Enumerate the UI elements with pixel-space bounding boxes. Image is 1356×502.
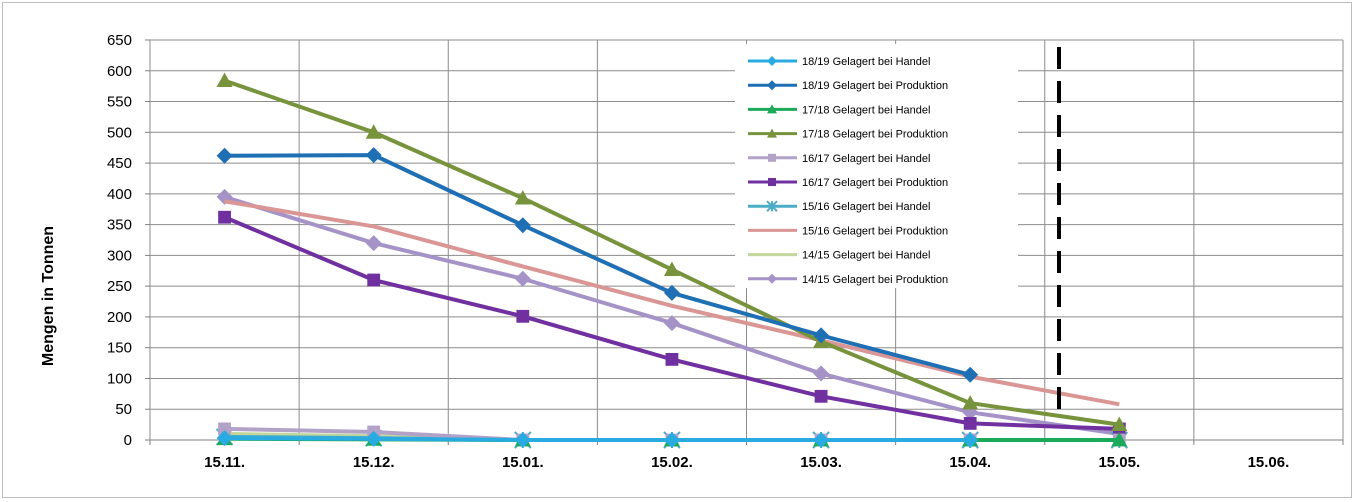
data-point <box>216 147 233 164</box>
series-line <box>224 153 971 377</box>
data-point <box>514 190 531 205</box>
legend-label: 18/19 Gelagert bei Produktion <box>802 80 948 92</box>
legend-label: 14/15 Gelagert bei Produktion <box>802 274 948 286</box>
y-tick-label: 650 <box>107 32 132 49</box>
y-tick-label: 100 <box>107 370 132 387</box>
data-point <box>813 432 830 448</box>
series-2 <box>216 147 979 383</box>
y-axis-label: Mengen in Tonnen <box>40 226 57 366</box>
data-point <box>663 261 680 276</box>
legend-marker <box>768 178 776 186</box>
legend-item: 16/17 Gelagert bei Produktion <box>748 177 948 189</box>
x-axis-ticks: 15.11. 15.12. 15.01. 15.02. 15.03. 15.04. 15.0… <box>204 454 1289 471</box>
data-point <box>216 72 233 88</box>
data-point <box>218 422 231 436</box>
legend-item: 17/18 Gelagert bei Produktion <box>748 128 948 141</box>
data-point <box>367 273 381 287</box>
data-point <box>216 430 233 447</box>
y-tick-label: 500 <box>107 124 132 141</box>
series-4 <box>216 72 1128 432</box>
y-tick-label: 450 <box>107 155 132 172</box>
legend-marker <box>767 273 777 284</box>
y-tick-label: 350 <box>107 217 132 234</box>
legend-marker <box>767 104 777 114</box>
y-tick-label: 550 <box>107 94 132 111</box>
x-tick-label: 15.11. <box>204 454 245 471</box>
legend-label: 15/16 Gelagert bei Handel <box>802 201 930 213</box>
legend-item: 17/18 Gelagert bei Handel <box>748 104 930 116</box>
legend-label: 14/15 Gelagert bei Handel <box>802 250 930 262</box>
data-point <box>962 366 979 383</box>
y-tick-label: 200 <box>107 309 132 326</box>
y-axis-ticks: 0 50 100 150 200 250 300 350 400 450 500 550 600 650 <box>107 32 132 449</box>
legend: 18/19 Gelagert bei Handel 18/19 Gelagert … <box>735 44 1018 288</box>
legend-item: 14/15 Gelagert bei Produktion <box>748 273 948 286</box>
x-tick-label: 15.01. <box>502 454 544 471</box>
data-point <box>663 284 680 301</box>
legend-label: 17/18 Gelagert bei Handel <box>802 104 930 116</box>
data-point <box>663 432 680 448</box>
data-point <box>365 147 382 164</box>
y-tick-label: 300 <box>107 247 132 264</box>
y-tick-label: 250 <box>107 278 132 295</box>
data-point <box>514 432 531 448</box>
series-group <box>215 72 1129 449</box>
data-point <box>814 389 828 403</box>
legend-item: 15/16 Gelagert bei Produktion <box>748 225 948 237</box>
data-point <box>218 210 231 224</box>
legend-item: 14/15 Gelagert bei Handel <box>748 250 930 262</box>
y-tick-label: 150 <box>107 340 132 357</box>
series-1 <box>216 430 979 448</box>
legend-label: 17/18 Gelagert bei Produktion <box>802 129 948 141</box>
x-tick-label: 15.12. <box>353 454 395 471</box>
series-line <box>224 436 971 442</box>
legend-item: 18/19 Gelagert bei Produktion <box>748 80 948 92</box>
legend-label: 15/16 Gelagert bei Produktion <box>802 225 948 237</box>
data-point <box>665 352 679 366</box>
data-point <box>1111 416 1128 432</box>
x-tick-label: 15.06. <box>1248 454 1290 471</box>
data-point <box>813 327 830 344</box>
x-tick-label: 15.02. <box>651 454 693 471</box>
x-tick-label: 15.04. <box>949 454 991 471</box>
data-point <box>365 430 382 447</box>
y-tick-label: 600 <box>107 63 132 80</box>
data-point <box>365 124 382 139</box>
legend-marker <box>767 80 777 91</box>
data-point <box>514 270 531 287</box>
data-point <box>813 365 830 382</box>
legend-marker <box>768 153 776 162</box>
legend-item: 15/16 Gelagert bei Handel <box>748 200 930 213</box>
data-point <box>663 315 680 332</box>
data-point <box>1111 432 1128 447</box>
x-tick-label: 15.05. <box>1098 454 1140 471</box>
legend-marker <box>767 128 777 138</box>
legend-label: 16/17 Gelagert bei Produktion <box>802 177 948 189</box>
legend-item: 18/19 Gelagert bei Handel <box>748 56 930 68</box>
legend-item: 16/17 Gelagert bei Handel <box>748 153 930 165</box>
y-tick-label: 50 <box>115 401 132 418</box>
y-tick-label: 400 <box>107 186 132 203</box>
x-tick-label: 15.03. <box>800 454 842 471</box>
data-point <box>514 217 531 234</box>
data-point <box>516 309 530 323</box>
y-tick-label: 0 <box>124 432 132 449</box>
legend-marker <box>766 200 778 212</box>
legend-label: 16/17 Gelagert bei Handel <box>802 153 930 165</box>
data-point <box>963 416 977 430</box>
data-point <box>962 432 979 448</box>
legend-marker <box>767 56 777 66</box>
data-point <box>962 395 979 410</box>
data-point <box>365 235 382 252</box>
legend-label: 18/19 Gelagert bei Handel <box>802 56 930 68</box>
